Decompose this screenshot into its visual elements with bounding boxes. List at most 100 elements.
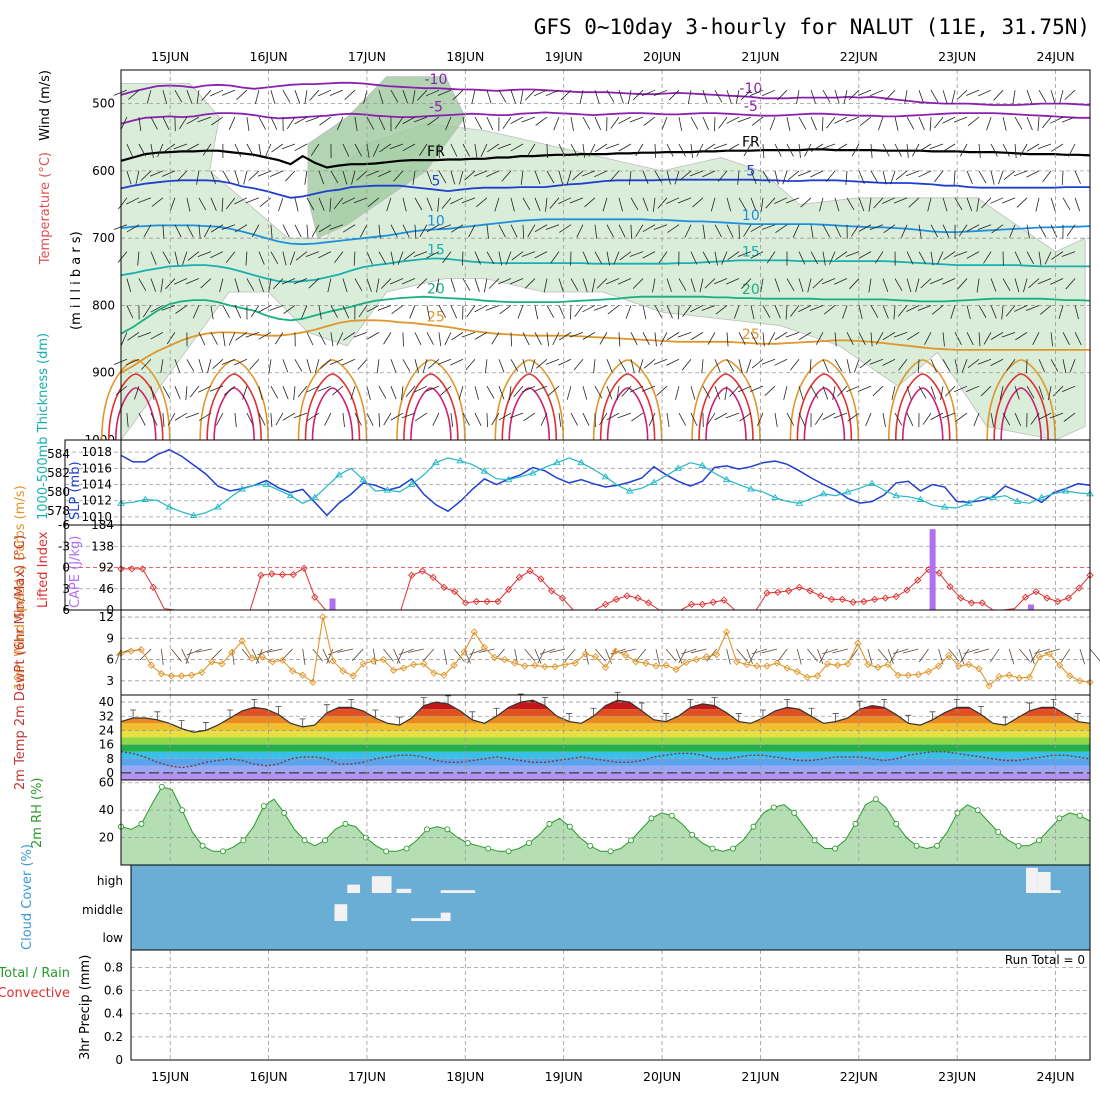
lifted-index-point [881,594,890,602]
wind-barb [535,116,548,126]
wind-barb [702,90,708,104]
wind-barb [234,305,242,319]
wind-barb [848,89,860,101]
wind-barb [228,116,236,130]
wind-barb [126,413,129,428]
wind-barb [520,90,524,105]
wind-barb [1013,170,1028,177]
wind-barb [682,305,692,317]
wind-barb [396,648,404,664]
pressure-tick: 700 [92,231,115,245]
wind-barb [488,278,500,289]
wind-barb [201,89,212,101]
wind-barb [222,305,230,318]
wind-barb [882,197,896,204]
wind-barb [176,170,188,182]
wind-barb [1050,143,1064,152]
date-label-top: 17JUN [348,49,386,64]
wind-barb [360,224,368,238]
wind-barb [198,332,206,346]
wind-barb [379,143,392,153]
wind-barb [137,251,140,266]
wind-barb [846,197,855,211]
wind-barb [942,116,956,124]
wind-speed-point [389,666,398,674]
rh-point [1056,815,1063,822]
wind-barb [391,305,404,315]
wind-barb [674,170,680,185]
wind-barb [905,170,920,177]
wind-barb [832,648,848,654]
lifted-index-point [268,570,276,578]
date-axis-top: 15JUN 16JUN 17JUN 18JUN 19JUN 20JUN 21JUN 22JUN… [151,49,1074,64]
wind-barb [1014,305,1028,312]
wind-barb [666,332,680,341]
thickness-point [601,472,610,480]
wind-barb [245,331,260,338]
wind-barb [549,648,566,654]
temp-tick: 32 [99,709,114,723]
wind-speed-point [945,651,953,659]
wind-barb [533,89,548,97]
wind-barb [174,412,188,421]
wind-barb [358,305,368,318]
cape-bar [1027,604,1034,610]
wind-barb [746,648,753,665]
wind-barb [625,305,632,319]
temp-minmax [493,707,500,717]
lifted-index-point [548,587,556,595]
date-label-top: 18JUN [446,49,484,64]
wind-barb [1002,412,1011,426]
thickness-point [504,475,513,483]
wind-barb [786,117,791,131]
lifted-index-point [149,583,157,591]
date-label-top: 20JUN [643,49,681,64]
wind-barb [187,251,200,261]
wind-barb [678,117,683,131]
wind-barb [613,251,620,265]
lifted-index-point [763,589,771,597]
thickness-point [1013,497,1022,504]
wind-barb [524,278,536,289]
wind-barb [945,385,956,397]
wind-barb [653,89,668,97]
wind-barb [378,116,386,130]
wind-speed-point [309,678,317,686]
wind-speed-point [823,660,832,668]
wind-barb [804,143,812,157]
wind-barb [1009,224,1016,238]
wind-barb [402,90,409,104]
boundary-layer-isotherm [599,373,656,441]
wind-speed-point [924,667,933,676]
wind-speed-point [793,667,801,676]
wind-barb [787,170,800,181]
wind-barb [390,412,404,421]
cloud-block [1026,867,1038,893]
thickness-point [674,464,682,471]
wind-barb [266,648,283,653]
wind-barb [1061,170,1064,185]
wind-barb [738,332,746,346]
wind-barb [725,412,740,419]
wind-barb [138,143,146,157]
lifted-index-point [784,587,793,595]
wind-barb [582,305,596,313]
cloud-tick: low [103,931,124,945]
thickness-point [238,485,246,492]
date-label-bottom: 17JUN [348,1069,386,1084]
wind-barb [810,251,819,265]
thickness-line [120,457,1091,517]
wind-barb [868,197,872,212]
wind-barb [887,648,894,665]
lifted-index-point [967,599,976,607]
rh-point [730,845,736,852]
wind-barb [438,332,442,347]
wind-barb [1005,305,1016,317]
thickness-point [553,458,561,466]
wind-speed-point [228,648,236,657]
wind-barb [961,359,968,373]
upper-air-panel: 5006007008009001000-10-10-5-5FRFR5510101… [84,69,1091,447]
wind-barb [681,359,692,371]
wind-barb [289,251,296,265]
wind-barb [616,386,620,401]
